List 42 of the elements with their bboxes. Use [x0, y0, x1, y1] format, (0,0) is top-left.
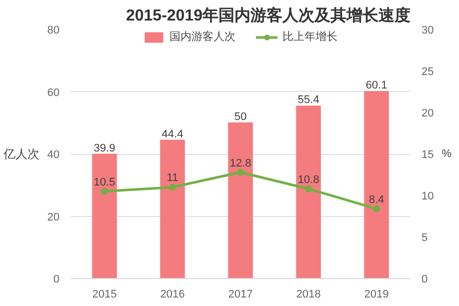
- data-label: 8.4: [368, 194, 384, 206]
- y2-tick-label: 30: [422, 24, 434, 36]
- y2-tick-label: 20: [422, 108, 434, 120]
- bar: [92, 154, 117, 278]
- y-tick-label: 40: [47, 149, 60, 161]
- legend-label: 国内游客人次: [170, 30, 236, 44]
- bar: [296, 106, 321, 278]
- y-tick-label: 80: [47, 24, 60, 36]
- y-tick-label: 0: [53, 274, 60, 286]
- point: [305, 185, 312, 192]
- data-label: 12.8: [230, 157, 252, 170]
- data-label: 11: [166, 172, 178, 184]
- y2-tick-label: 25: [422, 66, 434, 78]
- point: [373, 205, 380, 212]
- data-label: 50: [234, 110, 247, 123]
- data-label: 44.4: [162, 128, 184, 140]
- y-tick-label: 60: [47, 86, 60, 99]
- bar: [228, 122, 253, 278]
- x-tick-label: 2015: [92, 288, 117, 300]
- data-label: 10.5: [94, 176, 116, 188]
- y2-tick-label: 0: [422, 274, 428, 286]
- y2-tick-label: 15: [422, 149, 434, 161]
- y2-axis-title: %: [442, 148, 452, 160]
- chart-title: 2015-2019年国内游客人次及其增长速度: [126, 6, 410, 24]
- x-tick-label: 2016: [160, 288, 185, 300]
- data-label: 10.8: [298, 174, 320, 186]
- y-axis-title: 亿人次: [2, 147, 40, 161]
- legend-label: 比上年增长: [282, 30, 338, 44]
- point: [101, 188, 108, 195]
- data-label: 55.4: [298, 94, 320, 106]
- point: [169, 184, 176, 191]
- data-label: 60.1: [366, 79, 388, 92]
- point: [237, 168, 244, 176]
- x-tick-label: 2019: [364, 288, 389, 300]
- bar: [160, 140, 185, 278]
- data-label: 39.9: [94, 142, 116, 154]
- y2-tick-label: 10: [422, 190, 434, 202]
- y2-tick-label: 5: [422, 232, 428, 244]
- x-tick-label: 2018: [296, 288, 321, 300]
- x-tick-label: 2017: [228, 288, 253, 300]
- y-tick-label: 20: [47, 211, 60, 224]
- bar: [364, 90, 389, 278]
